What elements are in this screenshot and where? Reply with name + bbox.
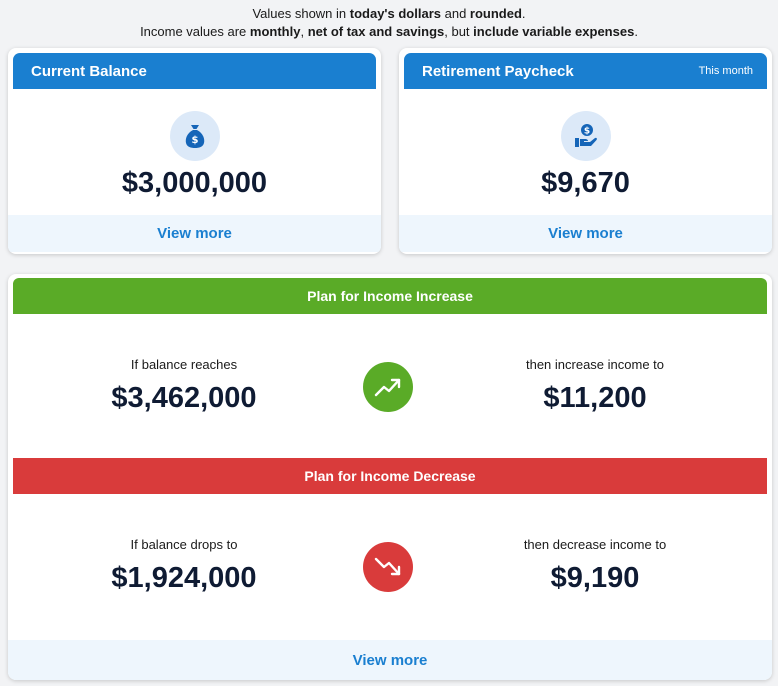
retirement-paycheck-view-more-button[interactable]: View more	[399, 215, 772, 252]
current-balance-title: Current Balance	[31, 62, 147, 80]
retirement-paycheck-header: Retirement Paycheck This month	[404, 53, 767, 89]
trend-down-icon	[363, 542, 413, 592]
current-balance-header: Current Balance	[13, 53, 376, 89]
trend-up-icon	[363, 362, 413, 412]
income-increase-title: Plan for Income Increase	[307, 288, 473, 304]
disclaimer-line-2: Income values are monthly, net of tax an…	[140, 24, 638, 39]
retirement-paycheck-period: This month	[698, 65, 753, 77]
money-bag-icon: $	[169, 111, 220, 161]
current-balance-body: $ $3,000,000	[8, 89, 381, 215]
decrease-threshold-value: $1,924,000	[111, 562, 257, 594]
current-balance-view-more-button[interactable]: View more	[8, 215, 381, 252]
increase-target-label: then increase income to	[525, 357, 665, 372]
retirement-paycheck-value: $9,670	[541, 167, 630, 199]
svg-text:$: $	[583, 127, 589, 137]
increase-threshold-label: If balance reaches	[130, 357, 238, 372]
current-balance-card: Current Balance $ $3,000,000 View more	[8, 48, 381, 254]
retirement-paycheck-card: Retirement Paycheck This month $ $9,670 …	[399, 48, 772, 254]
increase-threshold-value: $3,462,000	[111, 382, 257, 414]
income-increase-row: If balance reaches $3,462,000 then incre…	[8, 314, 772, 458]
income-plan-view-more-button[interactable]: View more	[8, 640, 772, 680]
increase-target-value: $11,200	[543, 382, 647, 414]
retirement-paycheck-title: Retirement Paycheck	[422, 62, 574, 80]
income-plan-card: Plan for Income Increase If balance reac…	[8, 274, 772, 680]
disclaimer-line-1: Values shown in today's dollars and roun…	[252, 6, 526, 21]
income-decrease-header: Plan for Income Decrease	[13, 458, 767, 494]
increase-threshold: If balance reaches $3,462,000	[54, 357, 314, 415]
income-increase-header: Plan for Income Increase	[13, 278, 767, 314]
decrease-target-label: then decrease income to	[523, 537, 667, 552]
decrease-target: then decrease income to $9,190	[465, 537, 725, 595]
current-balance-value: $3,000,000	[121, 167, 268, 199]
retirement-paycheck-body: $ $9,670	[399, 89, 772, 215]
income-decrease-row: If balance drops to $1,924,000 then decr…	[8, 494, 772, 638]
disclaimer-notice: Values shown in today's dollars and roun…	[0, 5, 778, 41]
decrease-threshold: If balance drops to $1,924,000	[54, 537, 314, 595]
decrease-threshold-label: If balance drops to	[130, 537, 238, 552]
svg-text:$: $	[191, 135, 198, 146]
hand-coin-icon: $	[560, 111, 611, 161]
income-decrease-title: Plan for Income Decrease	[304, 468, 476, 484]
decrease-target-value: $9,190	[550, 562, 640, 594]
increase-target: then increase income to $11,200	[465, 357, 725, 415]
